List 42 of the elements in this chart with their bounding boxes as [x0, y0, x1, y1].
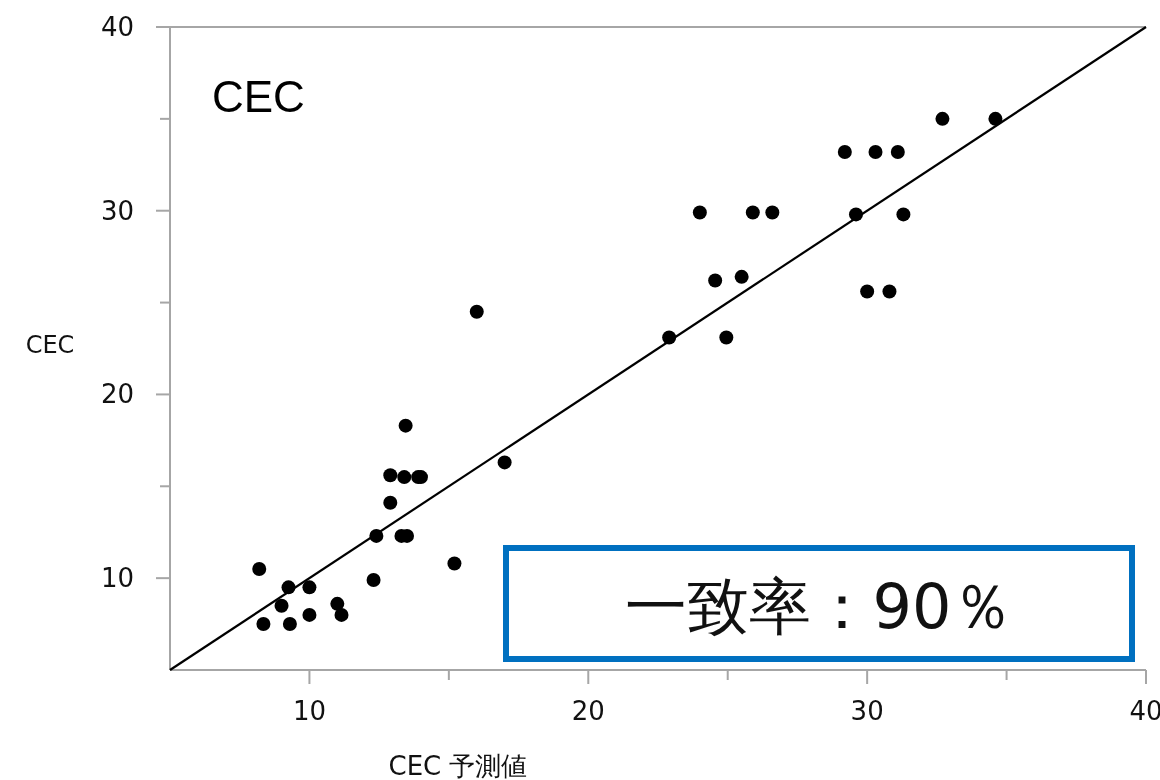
point: [330, 596, 345, 611]
y-tick-label: 30: [100, 195, 134, 226]
annotation: 一致率：90％: [624, 570, 1014, 643]
point: [868, 144, 883, 159]
point: [302, 607, 317, 622]
point: [860, 284, 875, 299]
point: [837, 144, 852, 159]
point: [397, 470, 412, 485]
text: CEC: [212, 72, 305, 121]
point: [366, 572, 381, 587]
point: [282, 617, 297, 632]
point: [734, 269, 749, 284]
point: [383, 468, 398, 483]
point: [719, 330, 734, 345]
point: [302, 580, 317, 595]
point: [896, 207, 911, 222]
point: [692, 205, 707, 220]
point: [334, 607, 349, 622]
point: [469, 304, 484, 319]
point: [252, 561, 267, 576]
y-tick-label: 20: [100, 379, 134, 410]
point: [497, 455, 512, 470]
point: [256, 617, 271, 632]
point: [765, 205, 780, 220]
point: [708, 273, 723, 288]
y-tick-label: 40: [100, 12, 134, 42]
point: [935, 111, 950, 126]
point: [988, 111, 1003, 126]
x-axis-title: CEC 予測値: [388, 751, 528, 780]
x-tick-label: 20: [571, 696, 605, 726]
x-tick-label: 40: [1129, 696, 1160, 726]
x-tick-label: 10: [292, 696, 326, 726]
y-tick-label: 10: [100, 563, 134, 594]
point: [383, 495, 398, 510]
point: [447, 556, 462, 571]
point: [398, 418, 413, 433]
x-tick-label: 30: [850, 696, 884, 726]
point: [745, 205, 760, 220]
y-axis-title: CEC: [25, 331, 75, 359]
point: [274, 598, 289, 613]
point: [890, 144, 905, 159]
point: [882, 284, 897, 299]
